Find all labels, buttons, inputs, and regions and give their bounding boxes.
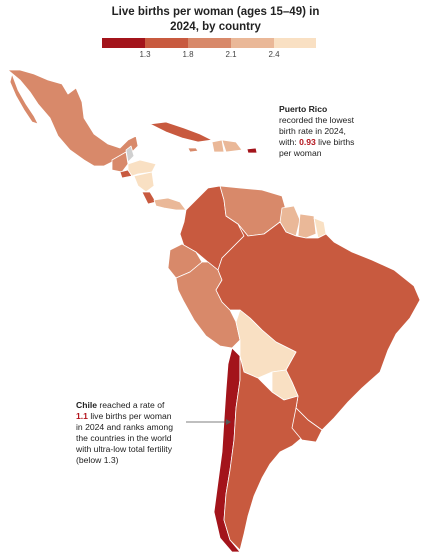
country-puerto-rico xyxy=(246,147,258,154)
country-panama xyxy=(153,197,187,211)
annotation-chile-line2: live births per woman xyxy=(87,411,172,421)
annotation-chile-line3: in 2024 and ranks among xyxy=(76,422,173,432)
annotation-puerto-rico-pre: with: xyxy=(279,137,300,147)
country-argentina xyxy=(223,355,309,551)
annotation-chile: Chile reached a rate of 1.1 live births … xyxy=(76,400,216,466)
annotation-chile-line4: the countries in the world xyxy=(76,433,172,443)
annotation-chile-line6: (below 1.3) xyxy=(76,455,119,465)
annotation-chile-line1: reached a rate of xyxy=(97,400,165,410)
country-costa-rica xyxy=(141,191,157,205)
annotation-puerto-rico-value: 0.93 xyxy=(299,137,316,147)
chile-callout-arrow xyxy=(226,419,231,425)
map-title-line2: 2024, by country xyxy=(170,21,261,33)
legend-tick-2: 1.8 xyxy=(182,50,194,59)
country-haiti xyxy=(211,139,225,153)
legend-swatch-2 xyxy=(145,38,188,48)
legend-swatch-5 xyxy=(274,38,316,48)
legend-swatch-1 xyxy=(102,38,145,48)
country-honduras xyxy=(127,159,157,177)
annotation-puerto-rico: Puerto Rico recorded the lowest birth ra… xyxy=(279,104,409,159)
annotation-puerto-rico-post: live births xyxy=(315,137,355,147)
annotation-chile-line5: with ultra-low total fertility xyxy=(76,444,172,454)
country-jamaica xyxy=(187,147,199,153)
annotation-puerto-rico-line2: birth rate in 2024, xyxy=(279,126,346,136)
country-uruguay xyxy=(291,407,323,443)
map-title-line1: Live births per woman (ages 15–49) in xyxy=(111,6,320,18)
country-brazil xyxy=(215,221,421,431)
annotation-puerto-rico-title: Puerto Rico xyxy=(279,104,328,114)
country-suriname xyxy=(297,213,317,239)
legend-tick-3: 2.1 xyxy=(225,50,237,59)
annotation-chile-value: 1.1 xyxy=(76,411,88,421)
country-dominican-republic xyxy=(221,139,243,153)
country-cuba xyxy=(149,121,213,143)
country-mexico-baja xyxy=(9,73,39,125)
annotation-chile-title: Chile xyxy=(76,400,98,410)
annotation-puerto-rico-line1: recorded the lowest xyxy=(279,115,354,125)
country-mexico xyxy=(7,69,139,167)
country-guatemala xyxy=(111,151,129,173)
annotation-puerto-rico-line4: per woman xyxy=(279,148,322,158)
annotation-puerto-rico-line3: with: 0.93 live births xyxy=(279,137,409,148)
legend-swatch-4 xyxy=(231,38,274,48)
legend-swatch-3 xyxy=(188,38,231,48)
country-peru xyxy=(175,261,241,349)
legend-tick-4: 2.4 xyxy=(268,50,280,59)
legend-tick-1: 1.3 xyxy=(139,50,151,59)
map-title: Live births per woman (ages 15–49) in 20… xyxy=(0,5,431,35)
country-nicaragua xyxy=(133,171,155,193)
